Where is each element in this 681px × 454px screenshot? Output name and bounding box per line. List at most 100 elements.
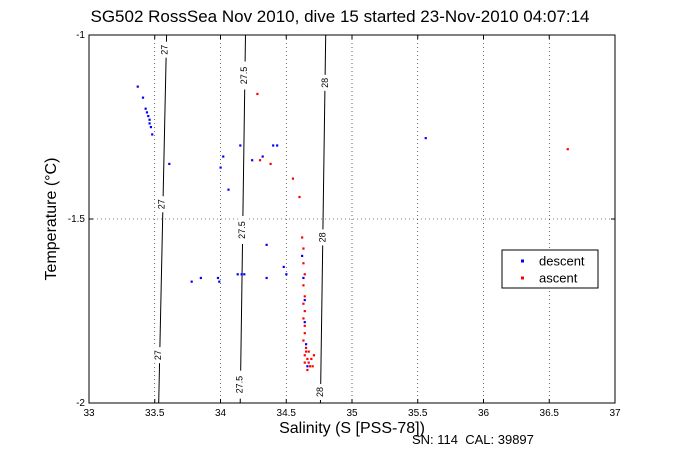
descent-point bbox=[265, 243, 268, 246]
contour-label-background bbox=[237, 216, 248, 245]
ascent-point bbox=[301, 236, 304, 239]
ascent-point bbox=[310, 357, 313, 361]
contour-label-background bbox=[239, 61, 250, 90]
descent-point bbox=[303, 321, 306, 324]
ascent-point bbox=[302, 302, 305, 305]
x-axis-label: Salinity (S [PSS-78]) bbox=[279, 420, 425, 437]
x-tick-label: 33 bbox=[83, 408, 95, 419]
contour-label: 27 bbox=[153, 350, 163, 360]
descent-point bbox=[149, 126, 153, 129]
ascent-point bbox=[302, 262, 305, 265]
ascent-point bbox=[269, 162, 272, 165]
descent-point bbox=[239, 144, 242, 147]
ascent-point bbox=[298, 195, 301, 199]
x-tick-label: 35 bbox=[346, 408, 358, 419]
ascent-point bbox=[303, 332, 306, 335]
descent-point bbox=[303, 298, 306, 302]
ascent-point bbox=[306, 368, 309, 372]
ascent-point bbox=[303, 324, 306, 327]
contour-label: 27 bbox=[156, 199, 166, 209]
descent-point bbox=[147, 114, 150, 118]
descent-point bbox=[265, 276, 268, 280]
ascent-point bbox=[307, 361, 310, 364]
descent-point bbox=[148, 118, 151, 121]
descent-point bbox=[227, 188, 230, 191]
descent-point bbox=[282, 265, 285, 269]
contour-label: 27.5 bbox=[235, 376, 245, 394]
ascent-point bbox=[304, 346, 308, 349]
chart-title: SG502 RossSea Nov 2010, dive 15 started … bbox=[91, 7, 590, 26]
contour-label-background bbox=[156, 196, 167, 213]
ascent-point bbox=[302, 247, 305, 250]
descent-point bbox=[144, 107, 147, 110]
descent-point bbox=[285, 273, 288, 276]
ascent-point bbox=[303, 295, 306, 298]
descent-point bbox=[136, 85, 139, 88]
descent-point bbox=[222, 155, 225, 158]
contour-label: 28 bbox=[317, 232, 327, 242]
ascent-point bbox=[306, 357, 309, 361]
y-tick-label: -1.5 bbox=[68, 214, 86, 225]
x-tick-label: 37 bbox=[609, 408, 621, 419]
ascent-point bbox=[256, 92, 259, 96]
legend-label-descent: descent bbox=[539, 254, 585, 269]
y-tick-label: -1 bbox=[76, 30, 85, 41]
ascent-point bbox=[303, 273, 306, 276]
descent-point bbox=[424, 137, 427, 140]
descent-point bbox=[251, 159, 254, 162]
descent-point bbox=[301, 254, 304, 257]
ascent-point bbox=[303, 361, 306, 364]
descent-point bbox=[199, 276, 202, 280]
descent-point bbox=[218, 280, 221, 283]
legend-marker-ascent bbox=[521, 276, 524, 280]
descent-point bbox=[236, 273, 239, 276]
contour-label-background bbox=[320, 74, 331, 91]
descent-point bbox=[216, 276, 220, 280]
ascent-point bbox=[303, 310, 306, 313]
ascent-point bbox=[302, 339, 305, 342]
x-tick-label: 36.5 bbox=[540, 408, 560, 419]
contour-label: 28 bbox=[315, 387, 325, 397]
ascent-point bbox=[302, 284, 305, 287]
ascent-point bbox=[303, 354, 306, 357]
ascent-point bbox=[308, 365, 312, 368]
contour-label-background bbox=[160, 41, 171, 58]
contour-label: 27.5 bbox=[237, 221, 247, 239]
descent-point bbox=[306, 365, 309, 368]
ascent-point bbox=[302, 317, 305, 320]
x-tick-label: 34 bbox=[215, 408, 227, 419]
x-tick-label: 34.5 bbox=[277, 408, 297, 419]
contour-label: 27.5 bbox=[239, 67, 249, 85]
descent-point bbox=[276, 144, 279, 147]
legend-label-ascent: ascent bbox=[539, 271, 578, 286]
legend-box bbox=[501, 249, 599, 289]
footer-serial: SN: 114 CAL: 39897 bbox=[412, 432, 534, 447]
contour-label-background bbox=[315, 383, 326, 400]
x-tick-label: 33.5 bbox=[145, 408, 165, 419]
ascent-point bbox=[258, 159, 262, 162]
contour-label: 28 bbox=[320, 78, 330, 88]
legend-marker-descent bbox=[521, 259, 524, 263]
density-contour-27 bbox=[158, 34, 168, 404]
contour-label: 27 bbox=[160, 45, 170, 55]
ascent-point bbox=[312, 354, 316, 357]
contour-label-background bbox=[235, 370, 246, 399]
y-axis-label: Temperature (°C) bbox=[43, 158, 60, 281]
descent-point bbox=[145, 111, 149, 114]
descent-point bbox=[148, 122, 151, 125]
descent-point bbox=[190, 280, 193, 283]
descent-point bbox=[141, 96, 145, 99]
descent-point bbox=[219, 166, 222, 169]
contour-label-background bbox=[318, 229, 329, 246]
plot-area: 27 27 27 27.5 27.5 27.5 28 28 28 33 33.5 34 34.5 35 35… bbox=[68, 30, 621, 419]
descent-point bbox=[272, 144, 275, 147]
descent-point bbox=[304, 343, 308, 346]
x-tick-label: 36 bbox=[478, 408, 490, 419]
descent-point bbox=[243, 273, 246, 276]
y-tick-label: -2 bbox=[76, 398, 85, 409]
descent-point bbox=[302, 276, 305, 280]
descent-point bbox=[151, 133, 154, 136]
ascent-point bbox=[566, 148, 569, 151]
ascent-point bbox=[291, 177, 295, 180]
descent-point bbox=[168, 162, 171, 165]
